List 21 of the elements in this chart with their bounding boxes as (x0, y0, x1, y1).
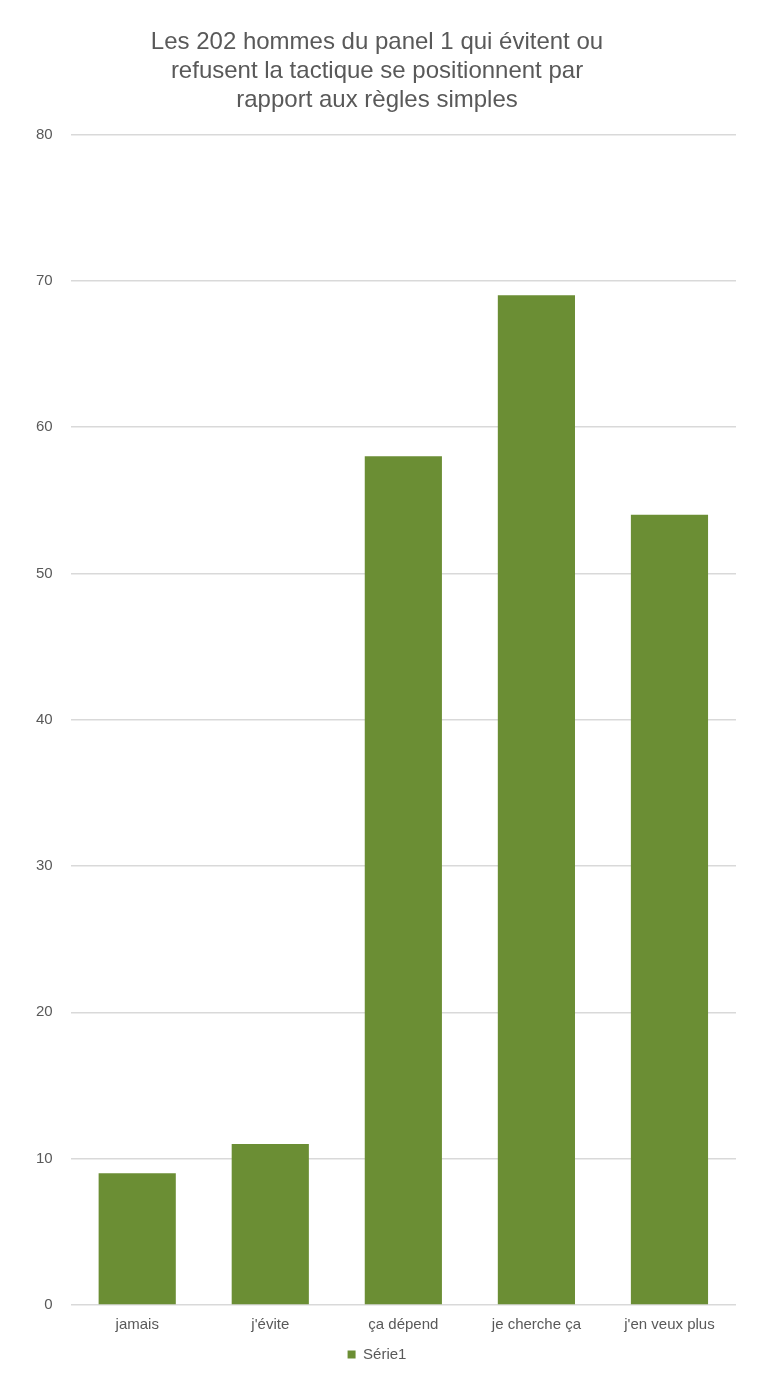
y-tick-label: 70 (36, 270, 53, 288)
y-tick-label: 50 (36, 563, 53, 581)
y-tick-label: 40 (36, 709, 53, 727)
bar (630, 514, 709, 1305)
x-tick-label: j'en veux plus (623, 1315, 715, 1333)
bar (497, 295, 575, 1305)
y-tick-label: 10 (36, 1148, 53, 1166)
y-tick-label: 0 (44, 1295, 53, 1313)
bar (364, 456, 442, 1305)
y-tick-label: 20 (36, 1002, 53, 1020)
x-tick-label: je cherche ça (490, 1315, 582, 1333)
chart-title: Les 202 hommes du panel 1 qui évitent ou refusent la tactique se positionnent par rapport aux règles simples (150, 27, 604, 112)
y-tick-label: 60 (36, 417, 53, 435)
x-tick-label: ça dépend (368, 1315, 439, 1333)
bar (98, 1173, 176, 1305)
x-tick-label: j'évite (250, 1315, 290, 1333)
y-tick-label: 30 (36, 856, 53, 874)
x-tick-label: jamais (114, 1315, 159, 1333)
y-tick-label: 80 (36, 124, 53, 142)
legend-label: Série1 (363, 1344, 407, 1362)
bar (231, 1144, 309, 1305)
